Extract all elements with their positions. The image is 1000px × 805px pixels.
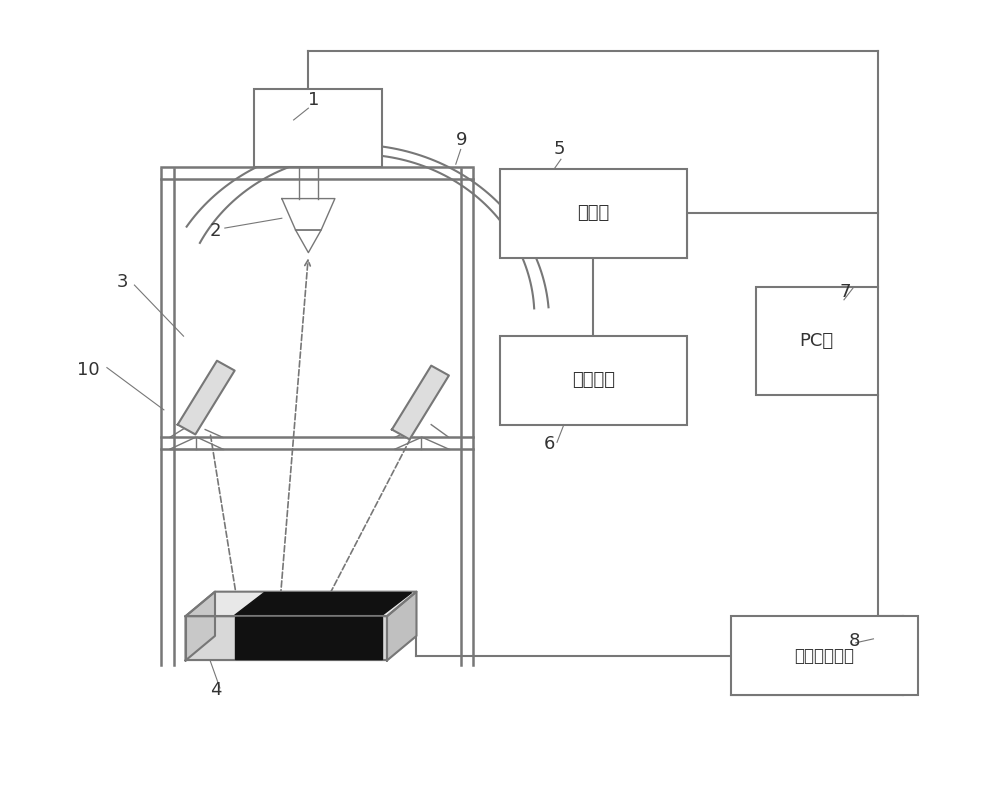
Text: 9: 9	[456, 130, 467, 149]
Polygon shape	[235, 617, 382, 659]
Polygon shape	[387, 592, 416, 660]
Text: 1: 1	[308, 91, 320, 109]
Text: 5: 5	[554, 140, 566, 159]
Bar	[731, 617, 918, 695]
Text: 4: 4	[210, 681, 222, 699]
Text: 7: 7	[839, 283, 851, 301]
Text: PC机: PC机	[799, 332, 834, 350]
Text: 氙灯光源: 氙灯光源	[572, 371, 615, 390]
Bar	[500, 336, 687, 424]
Bar	[500, 169, 687, 258]
Polygon shape	[186, 592, 416, 617]
Polygon shape	[282, 199, 335, 230]
Polygon shape	[186, 617, 387, 660]
Polygon shape	[392, 365, 449, 440]
Text: 2: 2	[210, 222, 222, 240]
Polygon shape	[296, 230, 321, 253]
Text: 位移台控制器: 位移台控制器	[794, 646, 854, 665]
Polygon shape	[235, 592, 412, 615]
Bar	[756, 287, 878, 395]
Bar	[254, 89, 382, 167]
Text: 10: 10	[77, 361, 100, 379]
Text: 3: 3	[117, 273, 128, 291]
Polygon shape	[178, 361, 235, 435]
Polygon shape	[186, 592, 215, 660]
Text: 8: 8	[849, 632, 860, 650]
Text: 6: 6	[544, 436, 556, 453]
Text: 单色仳: 单色仳	[577, 204, 609, 222]
